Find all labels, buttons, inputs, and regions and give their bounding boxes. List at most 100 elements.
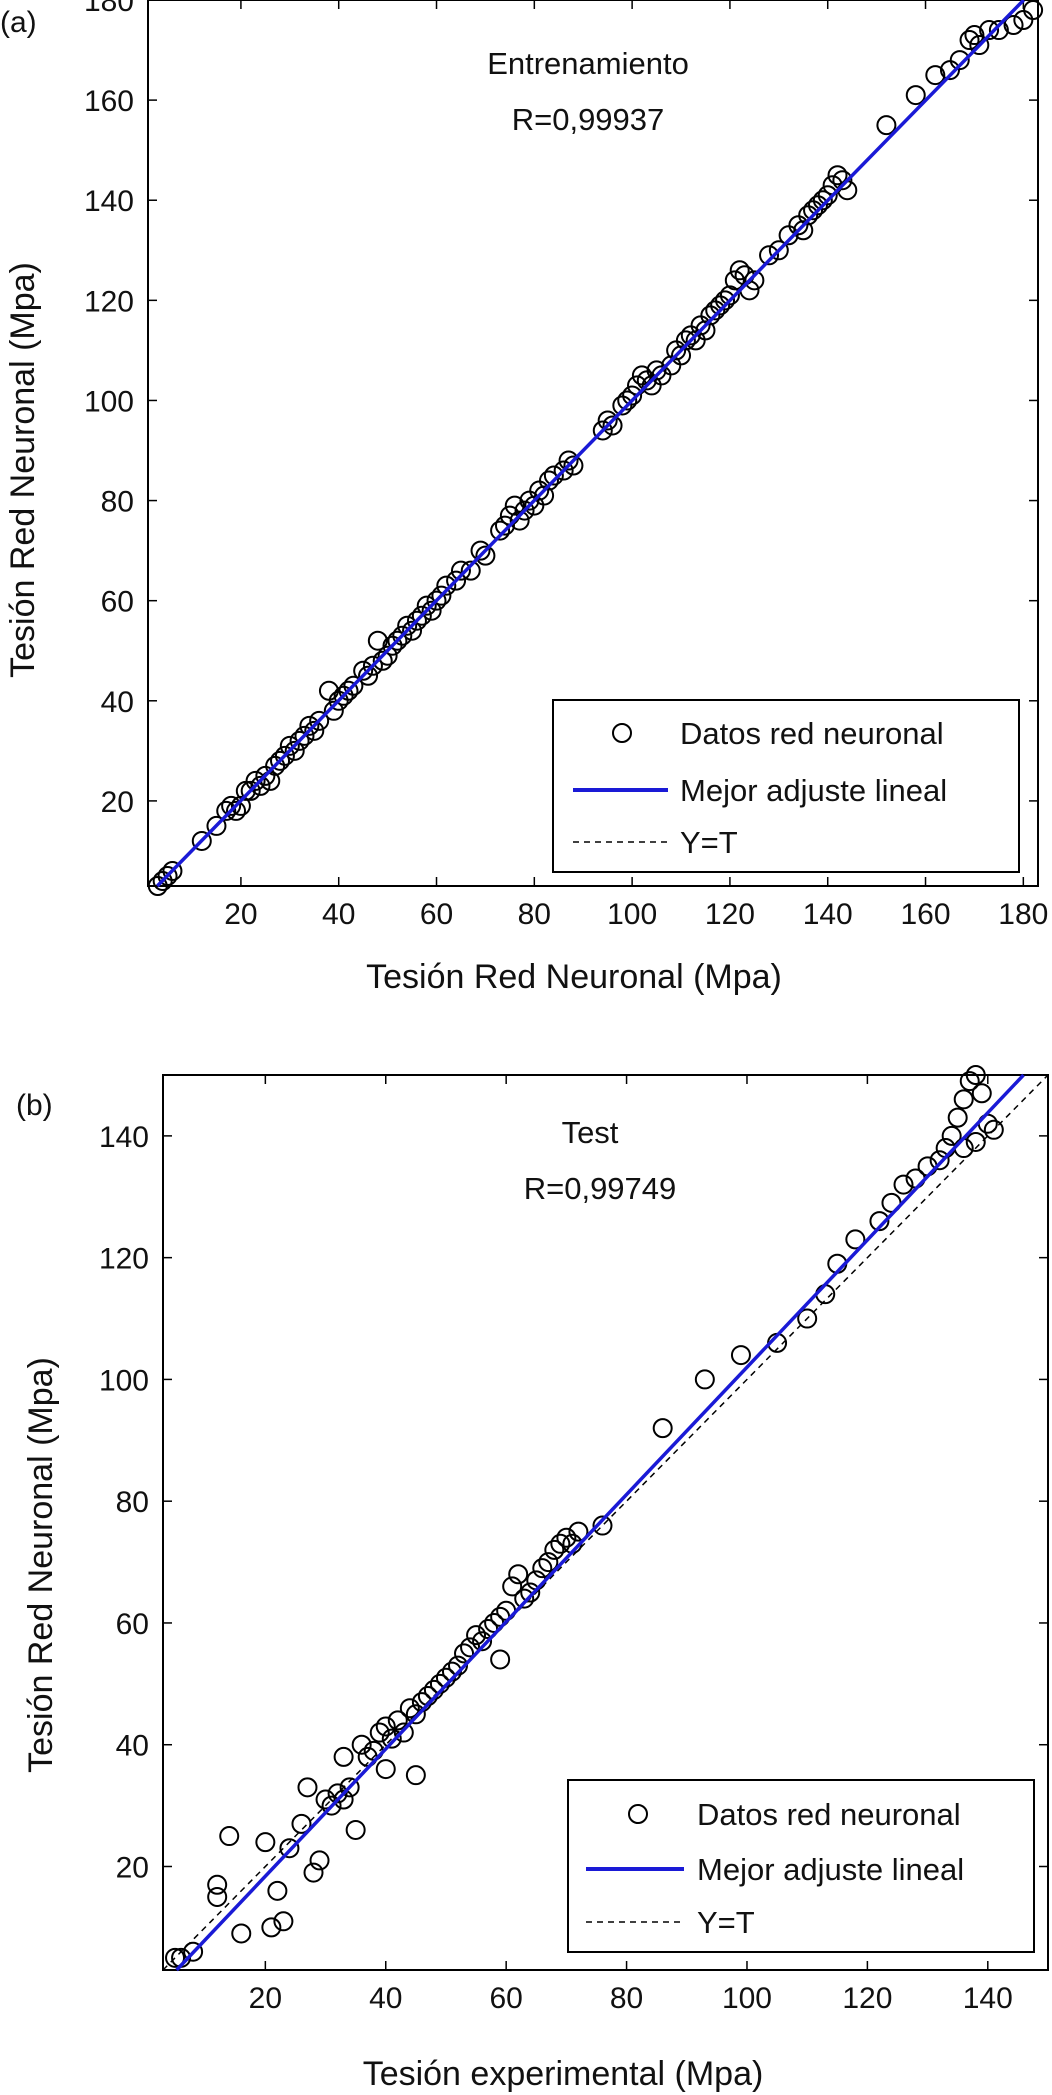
data-point (983, 1119, 1004, 1140)
data-point (592, 1515, 613, 1536)
data-point (284, 740, 305, 761)
data-point (460, 560, 481, 581)
data-point (929, 1150, 950, 1171)
panel-a-axes: 20 40 60 80 100 120 140 160 180 20 40 60 80 100 120 140… (84, 0, 1048, 931)
data-point (289, 730, 310, 751)
data-point (381, 1728, 402, 1749)
plot-frame (147, 0, 1039, 887)
y-tick-label: 120 (99, 1243, 149, 1276)
y-tick-label: 60 (116, 1608, 149, 1641)
data-point (351, 1734, 372, 1755)
data-point (715, 290, 736, 311)
data-point (303, 1862, 324, 1883)
data-point (426, 590, 447, 611)
data-point (675, 330, 696, 351)
data-point (450, 560, 471, 581)
data-point (568, 1521, 589, 1542)
data-point (421, 600, 442, 621)
data-point (965, 1131, 986, 1152)
data-point (362, 655, 383, 676)
x-tick-label: 140 (963, 1982, 1013, 2015)
data-point (947, 1107, 968, 1128)
legend-marker-points (628, 1804, 648, 1824)
data-point (221, 795, 242, 816)
data-point (321, 1795, 342, 1816)
data-point (793, 220, 814, 241)
data-point (219, 1826, 240, 1847)
panel-b-x-axis-label: Tesión experimental (Mpa) (363, 2055, 764, 2093)
data-point (768, 240, 789, 261)
data-point (724, 270, 745, 291)
data-point (393, 1722, 414, 1743)
y-tick-label: 40 (116, 1730, 149, 1763)
data-point (470, 540, 491, 561)
data-point (622, 385, 643, 406)
data-point (343, 675, 364, 696)
data-point (267, 1880, 288, 1901)
data-point (550, 1533, 571, 1554)
data-point (416, 595, 437, 616)
data-point (969, 35, 990, 56)
y-tick-label: 140 (84, 185, 134, 218)
fit-line (156, 0, 1025, 888)
data-point (759, 245, 780, 266)
data-point (694, 1369, 715, 1390)
data-point (563, 455, 584, 476)
legend-marker-points (612, 723, 632, 743)
data-point (358, 665, 379, 686)
y-tick-label: 20 (101, 786, 134, 819)
data-point (472, 1631, 493, 1652)
data-point (979, 20, 1000, 41)
y-tick-label: 140 (99, 1121, 149, 1154)
data-point (671, 345, 692, 366)
y-tick-label: 160 (84, 85, 134, 118)
data-point (532, 1558, 553, 1579)
data-point (466, 1625, 487, 1646)
data-point (165, 1947, 186, 1968)
data-point (520, 1582, 541, 1603)
data-point (797, 1308, 818, 1329)
data-point (261, 1917, 282, 1938)
data-point (553, 460, 574, 481)
data-point (399, 1698, 420, 1719)
panel-b: (b) 20 40 60 80 100 120 140 20 40 60 80 100 120 140 T… (16, 1065, 1049, 2093)
legend-label-identity: Y=T (697, 1905, 755, 1940)
data-point (719, 285, 740, 306)
data-point (255, 1832, 276, 1853)
data-point (387, 630, 408, 651)
x-tick-label: 60 (489, 1982, 522, 2015)
data-point (597, 410, 618, 431)
data-point (695, 320, 716, 341)
data-point (988, 20, 1009, 41)
panel-a-legend: Datos red neuronal Mejor adjuste lineal … (552, 699, 1020, 873)
data-point (812, 190, 833, 211)
x-tick-label: 100 (722, 1982, 772, 2015)
panel-b-axes: 20 40 60 80 100 120 140 20 40 60 80 100 120 140 (99, 1074, 1049, 2015)
data-point (949, 50, 970, 71)
data-point (245, 770, 266, 791)
panel-a-title: Entrenamiento (487, 46, 689, 81)
data-point (652, 1418, 673, 1439)
data-point (327, 1783, 348, 1804)
x-tick-label: 80 (518, 898, 551, 931)
panel-a-marks (147, 0, 1044, 896)
data-point (538, 1552, 559, 1573)
data-point (556, 1527, 577, 1548)
data-point (291, 1813, 312, 1834)
data-point (273, 1911, 294, 1932)
data-point (431, 585, 452, 606)
data-point (534, 485, 555, 506)
data-point (279, 735, 300, 756)
data-point (869, 1211, 890, 1232)
x-tick-label: 120 (705, 898, 755, 931)
data-point (240, 780, 261, 801)
y-tick-label: 80 (116, 1486, 149, 1519)
x-tick-label: 180 (998, 898, 1048, 931)
data-point (333, 1746, 354, 1767)
data-point (646, 360, 667, 381)
data-point (270, 750, 291, 771)
data-point (475, 545, 496, 566)
data-point (502, 1576, 523, 1597)
data-point (965, 1065, 986, 1085)
legend-label-points: Datos red neuronal (697, 1797, 961, 1832)
